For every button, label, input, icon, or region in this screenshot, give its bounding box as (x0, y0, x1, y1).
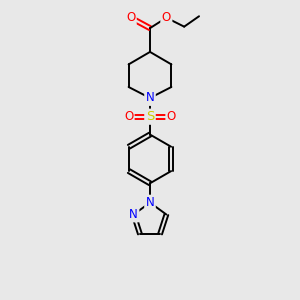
Text: O: O (162, 11, 171, 24)
Text: S: S (146, 110, 154, 123)
Text: N: N (146, 92, 154, 104)
Text: O: O (126, 11, 135, 24)
Text: O: O (124, 110, 133, 123)
Text: N: N (129, 208, 138, 221)
Text: O: O (167, 110, 176, 123)
Text: N: N (146, 196, 154, 209)
